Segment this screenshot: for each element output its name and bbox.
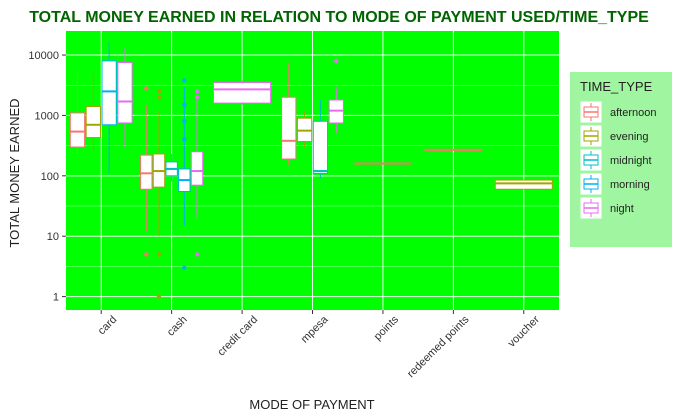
box-cash-evening [152, 89, 166, 299]
box-outlier-point [182, 102, 187, 107]
box-outlier-point [144, 252, 149, 257]
box-mpesa-evening [296, 110, 313, 148]
x-tick-label: card [96, 314, 120, 338]
box-cash-midnight [165, 153, 178, 182]
box-cash-morning [178, 78, 191, 270]
legend-entry-morning: morning [579, 172, 650, 196]
box-mpesa-midnight [312, 100, 329, 179]
legend-label: afternoon [610, 107, 656, 119]
x-tick-label: voucher [506, 313, 542, 349]
box-card-evening [85, 73, 101, 151]
chart-title: TOTAL MONEY EARNED IN RELATION TO MODE O… [29, 9, 649, 26]
box-mpesa-afternoon [281, 62, 297, 166]
legend-title: TIME_TYPE [580, 79, 653, 94]
x-axis-title: MODE OF PAYMENT [249, 397, 374, 412]
x-tick-label: cash [165, 314, 190, 339]
box-outlier-point [156, 95, 162, 100]
box-cash-afternoon [140, 86, 153, 257]
box-body [312, 120, 329, 174]
box-outlier-point [182, 137, 187, 142]
box-outlier-point [334, 58, 339, 64]
legend-entry-midnight: midnight [579, 148, 652, 172]
legend-entry-evening: evening [579, 124, 649, 148]
legend-entry-afternoon: afternoon [579, 100, 656, 124]
box-body [69, 112, 86, 148]
box-outlier-point [182, 78, 187, 83]
box-card-morning [101, 42, 117, 174]
box-outlier-point [182, 119, 187, 124]
y-axis-ticks: 1 10 100 1000 10000 [28, 50, 66, 304]
box-credit-card-night [213, 80, 272, 105]
box-outlier-point [194, 89, 200, 94]
y-tick-label: 1 [53, 292, 59, 304]
box-body [494, 179, 553, 190]
box-mpesa-night [328, 58, 344, 134]
y-tick-label: 10000 [28, 50, 59, 62]
x-tick-label: points [372, 313, 402, 343]
box-body [140, 154, 153, 190]
box-card-night [117, 48, 133, 148]
y-tick-label: 100 [41, 171, 59, 183]
y-tick-label: 1000 [35, 110, 59, 122]
legend-label: night [610, 203, 634, 215]
legend-label: morning [610, 179, 650, 191]
box-outlier-point [194, 95, 200, 100]
box-body [117, 62, 133, 124]
box-outlier-point [156, 252, 162, 257]
legend: TIME_TYPE afternoon evening midnight mornin… [570, 72, 672, 247]
box-redeemed-points-afternoon [424, 148, 483, 151]
x-tick-label: mpesa [299, 313, 331, 345]
box-outlier-point [194, 252, 200, 257]
box-outlier-point [156, 89, 162, 94]
y-tick-label: 10 [47, 231, 59, 243]
legend-entry-night: night [579, 196, 634, 220]
x-axis-ticks: card cash credit card mpesa points redeemed p… [96, 310, 542, 380]
box-cash-night [190, 89, 204, 257]
box-points-afternoon [353, 162, 412, 165]
box-body [213, 82, 272, 104]
box-body [85, 106, 101, 139]
box-layer [69, 42, 553, 299]
legend-label: midnight [610, 155, 652, 167]
box-outlier-point [182, 265, 187, 270]
box-body [190, 151, 204, 186]
x-tick-label: redeemed points [405, 313, 472, 380]
y-axis-title: TOTAL MONEY EARNED [7, 98, 22, 247]
box-voucher-evening [494, 179, 553, 190]
box-outlier-point [144, 86, 149, 91]
legend-label: evening [610, 131, 649, 143]
box-card-afternoon [69, 70, 86, 156]
box-body [281, 96, 297, 160]
legend-entries: afternoon evening midnight morning night [579, 100, 656, 220]
box-body [101, 60, 117, 126]
box-outlier-point [156, 294, 162, 299]
x-tick-label: credit card [215, 314, 260, 359]
